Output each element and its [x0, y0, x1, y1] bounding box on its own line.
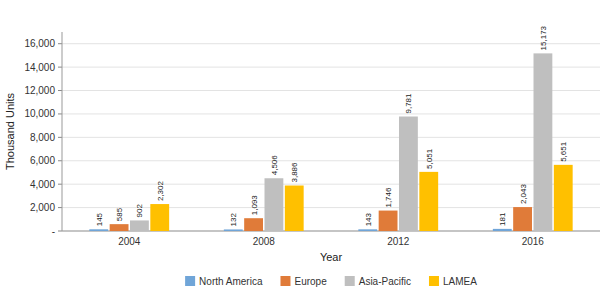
grid-line: [62, 160, 600, 161]
grid-line: [62, 137, 600, 138]
bar: [150, 204, 169, 231]
bar: [554, 165, 573, 231]
legend-swatch: [280, 276, 290, 286]
y-tick: [58, 113, 62, 114]
legend-item: LAMEA: [429, 276, 477, 287]
legend-swatch: [185, 276, 195, 286]
data-label: 145: [95, 212, 104, 226]
legend-label: North America: [199, 276, 263, 287]
y-tick: [58, 137, 62, 138]
data-label: 181: [498, 212, 507, 226]
x-axis-title: Year: [320, 251, 343, 263]
bar: [89, 229, 108, 231]
chart: - 2,000 4,000 6,000 8,000 10,000 12,000 14,000 1…: [0, 0, 615, 293]
data-label: 5,651: [559, 141, 568, 162]
y-tick-label: 12,000: [24, 85, 55, 96]
legend-label: LAMEA: [443, 276, 477, 287]
legend-label: Asia-Pacific: [359, 276, 411, 287]
y-axis-title: Thousand Units: [4, 92, 16, 170]
y-tick: [58, 90, 62, 91]
y-tick-label: 4,000: [30, 179, 55, 190]
y-tick: [58, 67, 62, 68]
y-tick-label: 8,000: [30, 132, 55, 143]
data-label: 132: [229, 213, 238, 227]
data-labels: 145 132 143 181 585 1,093 1,746 2,043 902 4,506 9,…: [95, 25, 568, 226]
bar: [399, 117, 418, 231]
data-label: 2,043: [519, 184, 528, 205]
bar: [244, 218, 263, 231]
y-axis: - 2,000 4,000 6,000 8,000 10,000 12,000 14,000 1…: [24, 38, 62, 236]
y-axis-line: [62, 32, 63, 231]
bar: [493, 229, 512, 231]
y-tick: [58, 160, 62, 161]
x-tick-label: 2008: [253, 236, 276, 247]
y-tick-label: 14,000: [24, 62, 55, 73]
y-tick: [58, 207, 62, 208]
bar: [534, 53, 553, 231]
legend-swatch: [345, 276, 355, 286]
grid-line: [62, 113, 600, 114]
grid: [62, 44, 600, 231]
legend: North America Europe Asia-Pacific LAMEA: [185, 276, 477, 287]
data-label: 5,051: [425, 148, 434, 169]
bar: [379, 211, 398, 231]
y-tick-label: 6,000: [30, 155, 55, 166]
bar: [285, 186, 304, 231]
y-tick: [58, 43, 62, 44]
data-label: 1,093: [250, 195, 259, 216]
y-tick: [58, 231, 62, 232]
data-label: 585: [115, 207, 124, 221]
data-label: 2,302: [156, 180, 165, 201]
data-label: 4,506: [270, 155, 279, 176]
grid-line: [62, 67, 600, 68]
bar: [110, 224, 129, 231]
x-tick-label: 2004: [118, 236, 141, 247]
bar: [265, 178, 284, 231]
data-label: 143: [364, 212, 373, 226]
y-tick-label: 10,000: [24, 108, 55, 119]
x-axis: 2004 2008 2012 2016: [118, 236, 544, 247]
y-tick: [58, 184, 62, 185]
x-tick-label: 2016: [522, 236, 545, 247]
data-label: 15,173: [539, 25, 548, 50]
bars: [89, 53, 572, 231]
bar: [130, 220, 149, 231]
grid-line: [62, 43, 600, 44]
legend-label: Europe: [294, 276, 327, 287]
y-tick-label: 2,000: [30, 202, 55, 213]
bar: [224, 229, 243, 231]
data-label: 902: [135, 204, 144, 218]
data-label: 1,746: [384, 187, 393, 208]
data-label: 9,781: [404, 93, 413, 114]
bar: [358, 229, 377, 231]
x-tick-label: 2012: [387, 236, 410, 247]
legend-item: Asia-Pacific: [345, 276, 411, 287]
legend-item: Europe: [280, 276, 327, 287]
bar: [513, 207, 532, 231]
data-label: 3,886: [290, 162, 299, 183]
y-tick-label: -: [52, 226, 55, 237]
legend-item: North America: [185, 276, 263, 287]
y-tick-label: 16,000: [24, 38, 55, 49]
grid-line: [62, 90, 600, 91]
legend-swatch: [429, 276, 439, 286]
bar: [419, 172, 438, 231]
